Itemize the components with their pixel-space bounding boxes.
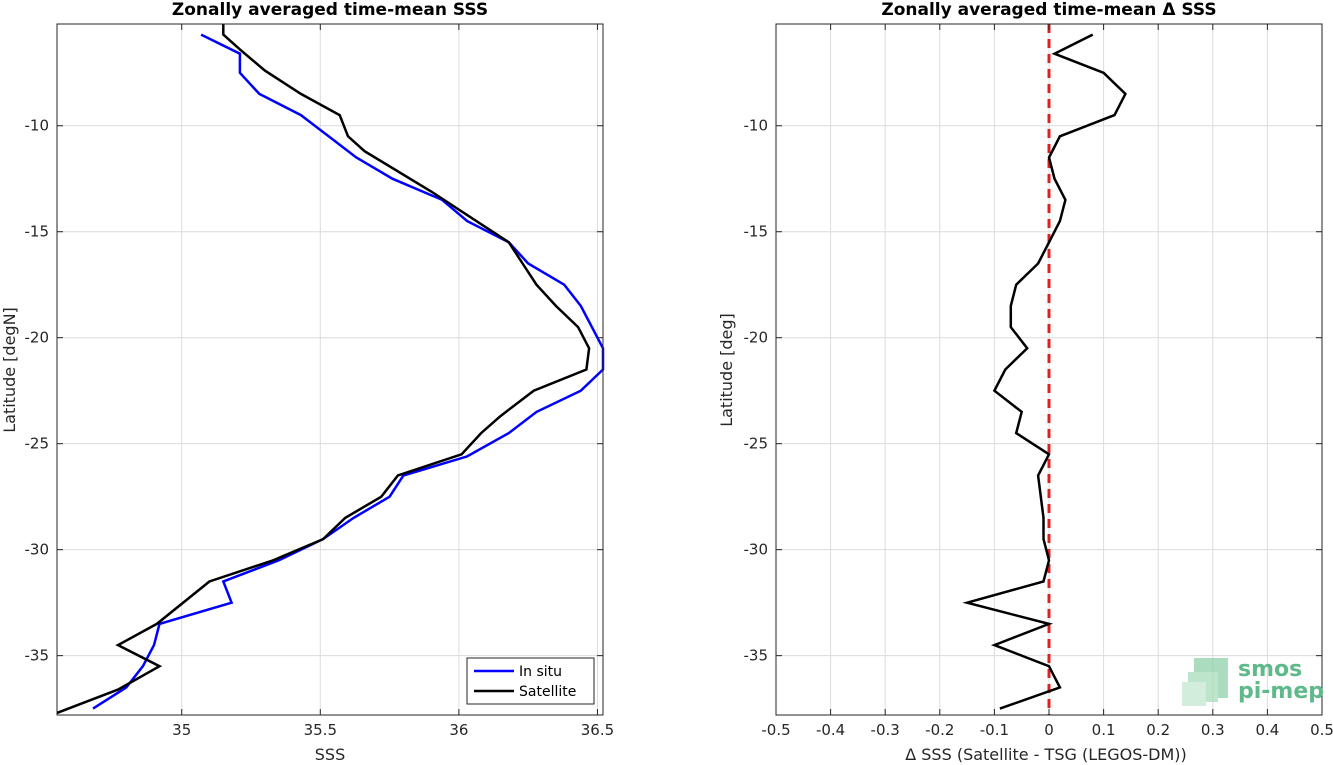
- right-x-tick-label: -0.1: [980, 721, 1009, 739]
- right-x-tick-label: -0.2: [925, 721, 954, 739]
- right-x-tick-label: 0.1: [1092, 721, 1116, 739]
- left-x-tick-label: 36.5: [581, 721, 614, 739]
- left-x-axis-label: SSS: [315, 745, 345, 764]
- smos-pi-mep-logo: smos pi-mep: [1182, 657, 1324, 706]
- right-x-tick-label: -0.5: [761, 721, 790, 739]
- legend: In situ Satellite: [466, 657, 595, 705]
- right-x-axis-label: Δ SSS (Satellite - TSG (LEGOS-DM)): [905, 745, 1187, 764]
- right-y-tick-label: -20: [744, 329, 769, 347]
- right-chart-panel: Zonally averaged time-mean Δ SSS -0.5 -0.…: [717, 0, 1333, 764]
- right-y-tick-label: -35: [744, 647, 769, 665]
- right-x-tick-label: 0.4: [1255, 721, 1279, 739]
- legend-box: [466, 657, 595, 705]
- left-y-tick-label: -15: [25, 223, 50, 241]
- left-x-tick-label: 36: [449, 721, 468, 739]
- right-x-tick-label: 0.3: [1201, 721, 1225, 739]
- right-x-tick-label: 0.5: [1310, 721, 1333, 739]
- left-ticks: 35 35.5 36 36.5 -10 -15 -20 -25 -30 -35: [25, 24, 614, 739]
- left-y-axis-label: Latitude [degN]: [0, 307, 19, 433]
- left-axes-frame: [56, 23, 604, 716]
- legend-label-in-situ: In situ: [519, 664, 562, 680]
- left-x-tick-label: 35: [172, 721, 191, 739]
- right-x-tick-label: 0: [1044, 721, 1054, 739]
- logo-mark-icon: [1182, 658, 1228, 706]
- right-chart-title: Zonally averaged time-mean Δ SSS: [881, 0, 1216, 20]
- logo-text-smos: smos: [1238, 657, 1302, 682]
- right-series-group: [962, 24, 1127, 715]
- right-y-tick-label: -10: [744, 117, 769, 135]
- right-y-axis-label: Latitude [deg]: [717, 313, 736, 427]
- right-x-tick-label: -0.3: [871, 721, 900, 739]
- logo-text-pi-mep: pi-mep: [1238, 679, 1324, 704]
- left-x-tick-label: 35.5: [304, 721, 337, 739]
- left-chart-title: Zonally averaged time-mean SSS: [172, 0, 488, 20]
- left-series-line-satellite: [56, 24, 591, 715]
- right-series-line-delta-sss: [962, 33, 1127, 710]
- left-y-tick-label: -30: [25, 541, 50, 559]
- left-y-tick-label: -35: [25, 647, 50, 665]
- right-x-tick-label: -0.4: [816, 721, 845, 739]
- right-y-tick-label: -30: [744, 541, 769, 559]
- legend-label-satellite: Satellite: [519, 684, 576, 700]
- left-chart-panel: Zonally averaged time-mean SSS 35 35.5 36 3…: [0, 0, 614, 764]
- right-x-tick-label: 0.2: [1146, 721, 1170, 739]
- left-y-tick-label: -25: [25, 435, 50, 453]
- left-plot-area: [57, 24, 603, 715]
- left-y-tick-label: -10: [25, 117, 50, 135]
- right-y-tick-label: -15: [744, 223, 769, 241]
- right-y-tick-label: -25: [744, 435, 769, 453]
- left-y-tick-label: -20: [25, 329, 50, 347]
- left-grid: [57, 24, 603, 715]
- right-ticks: -0.5 -0.4 -0.3 -0.2 -0.1 0 0.1 0.2 0.3 0.4 0.5 -10 -…: [744, 24, 1333, 739]
